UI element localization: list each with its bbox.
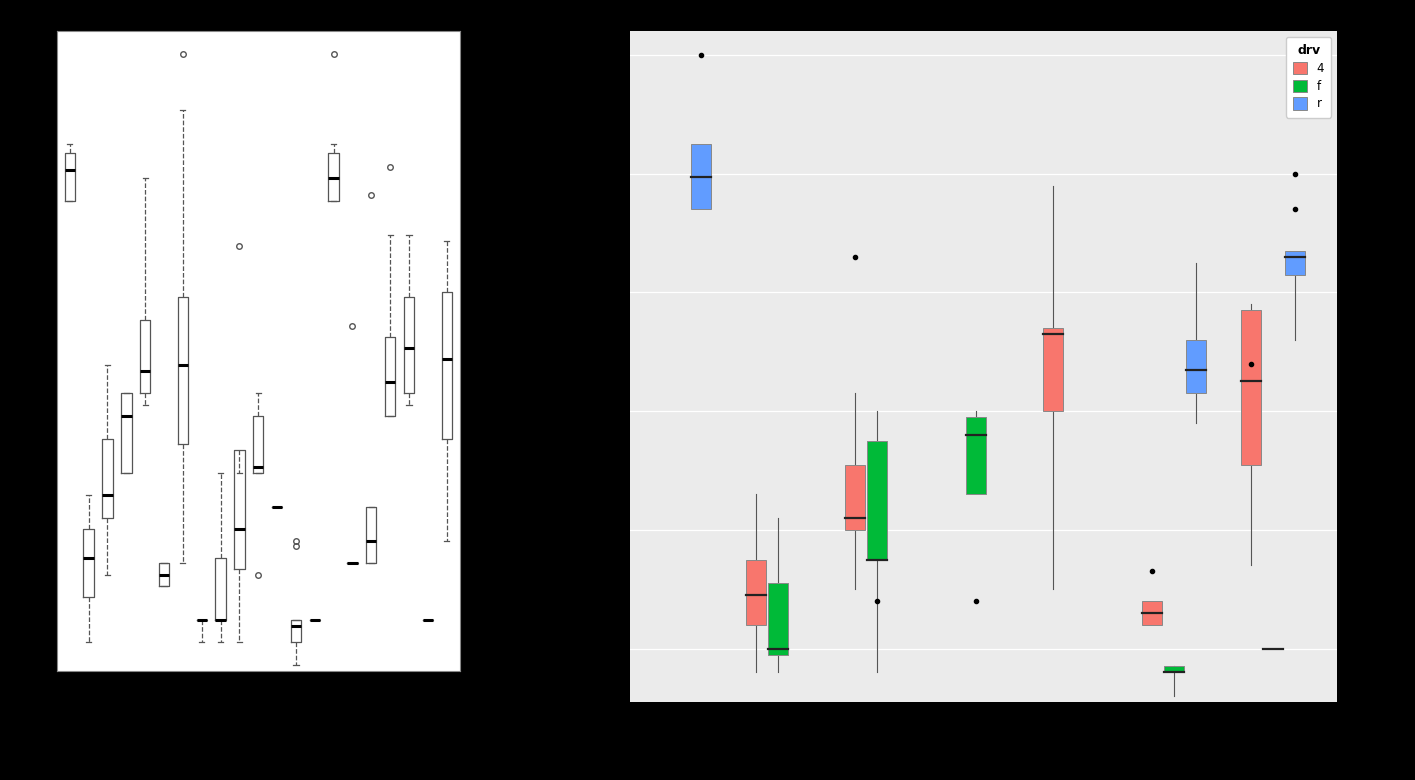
X-axis label: class: class	[966, 729, 1000, 743]
Legend: 4, f, r: 4, f, r	[1286, 37, 1332, 118]
Bar	[768, 583, 788, 654]
Bar	[1043, 328, 1063, 411]
Bar	[747, 559, 767, 625]
Bar	[1142, 601, 1162, 625]
Bar	[867, 441, 887, 559]
Bar	[691, 144, 710, 209]
Bar	[1186, 340, 1206, 393]
Y-axis label: mpg$displ: mpg$displ	[20, 318, 33, 384]
Bar	[1165, 666, 1184, 672]
Bar	[1241, 310, 1261, 465]
Bar	[966, 417, 986, 495]
Bar	[845, 465, 865, 530]
Y-axis label: displ: displ	[594, 350, 608, 383]
Bar	[1285, 251, 1305, 275]
